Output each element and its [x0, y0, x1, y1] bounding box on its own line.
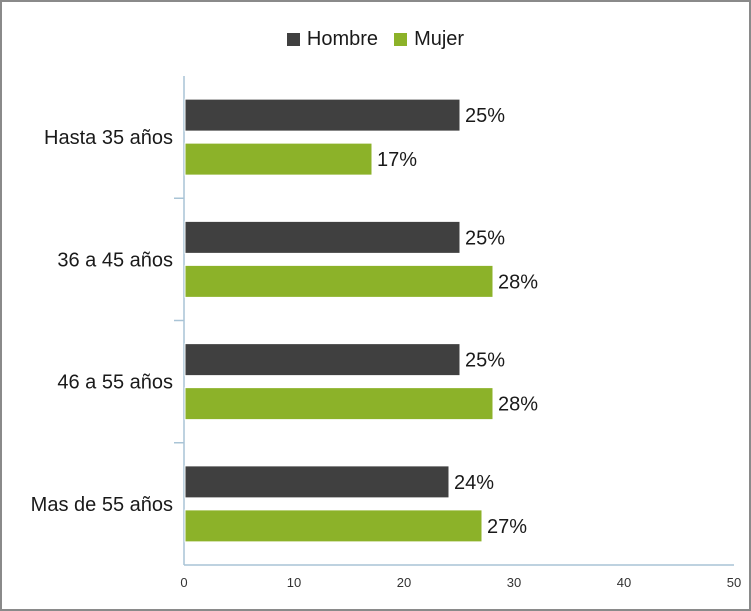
- bar-mujer: [184, 142, 373, 176]
- data-label: 28%: [498, 271, 538, 293]
- legend-swatch-hombre: [286, 33, 300, 46]
- bar-hombre: [184, 343, 461, 377]
- legend-swatch-mujer: [394, 33, 408, 46]
- x-tick-label: 0: [180, 575, 187, 590]
- data-label: 24%: [454, 472, 494, 494]
- x-tick-label: 20: [397, 575, 411, 590]
- data-label: 25%: [465, 105, 505, 127]
- data-label: 17%: [377, 149, 417, 171]
- data-label: 25%: [465, 227, 505, 249]
- x-tick-label: 40: [617, 575, 631, 590]
- legend-item-hombre: Hombre: [286, 28, 379, 51]
- bar-hombre: [184, 98, 461, 132]
- bar-mujer: [184, 387, 494, 421]
- category-label: Hasta 35 años: [44, 127, 173, 149]
- category-label: 46 a 55 años: [57, 372, 173, 394]
- legend-label-mujer: Mujer: [414, 28, 465, 50]
- category-label: Mas de 55 años: [31, 494, 173, 516]
- legend-item-mujer: Mujer: [394, 28, 464, 51]
- legend-label-hombre: Hombre: [306, 28, 379, 50]
- bar-hombre: [184, 220, 461, 254]
- data-label: 25%: [465, 350, 505, 372]
- x-tick-label: 50: [727, 575, 741, 590]
- category-label: 36 a 45 años: [57, 249, 173, 271]
- data-label: 28%: [498, 394, 538, 416]
- bar-hombre: [184, 465, 450, 499]
- x-tick-label: 10: [287, 575, 301, 590]
- legend: Hombre Mujer: [0, 28, 751, 51]
- bar-mujer: [184, 264, 494, 298]
- x-tick-label: 30: [507, 575, 521, 590]
- data-label: 27%: [487, 516, 527, 538]
- bar-mujer: [184, 509, 483, 543]
